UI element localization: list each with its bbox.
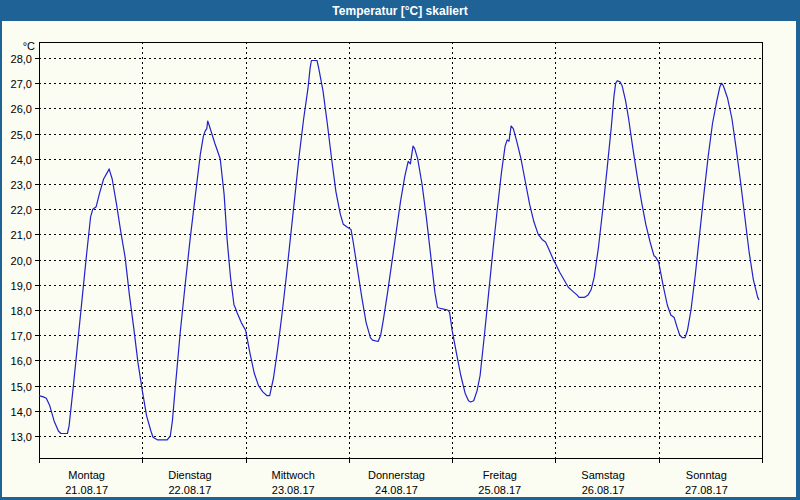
y-tick-label: 24,0	[11, 154, 32, 166]
day-name-label: Mittwoch	[272, 469, 315, 481]
window-border-right	[796, 0, 800, 500]
day-date-label: 25.08.17	[478, 484, 521, 496]
y-tick-label: 16,0	[11, 355, 32, 367]
window-title: Temperatur [°C] skaliert	[332, 4, 467, 18]
y-tick-label: 27,0	[11, 78, 32, 90]
day-date-label: 22.08.17	[169, 484, 212, 496]
y-tick-label: 18,0	[11, 305, 32, 317]
y-tick-label: 23,0	[11, 179, 32, 191]
y-tick-label: 22,0	[11, 204, 32, 216]
day-date-label: 24.08.17	[375, 484, 418, 496]
y-tick-label: 14,0	[11, 406, 32, 418]
day-name-label: Donnerstag	[368, 469, 425, 481]
y-tick-label: 20,0	[11, 255, 32, 267]
y-tick-label: 21,0	[11, 229, 32, 241]
day-name-label: Montag	[68, 469, 105, 481]
day-date-label: 21.08.17	[65, 484, 108, 496]
y-tick-label: 17,0	[11, 330, 32, 342]
day-date-label: 27.08.17	[685, 484, 728, 496]
temperature-line	[39, 61, 759, 440]
temperature-chart: 28,0 27,0 26,0 25,0 24,0 23,0 22,0 21,0 20,0 19,0…	[0, 0, 800, 500]
window-border-left	[0, 0, 2, 500]
day-date-label: 26.08.17	[582, 484, 625, 496]
day-name-label: Sonntag	[686, 469, 727, 481]
app-window: Temperatur [°C] skaliert 28,0 27,0 26,0 25,…	[0, 0, 800, 500]
y-tick-label: 13,0	[11, 431, 32, 443]
y-tick-label: 19,0	[11, 280, 32, 292]
plot-border	[40, 43, 763, 459]
day-name-label: Freitag	[483, 469, 517, 481]
day-date-label: 23.08.17	[272, 484, 315, 496]
day-name-label: Dienstag	[168, 469, 211, 481]
window-titlebar[interactable]: Temperatur [°C] skaliert	[0, 0, 800, 21]
y-tick-label: 26,0	[11, 103, 32, 115]
y-tick-label: 25,0	[11, 129, 32, 141]
y-tick-label: 28,0	[11, 53, 32, 65]
day-name-label: Samstag	[581, 469, 624, 481]
y-axis-unit-label: °C	[23, 40, 35, 52]
y-tick-label: 15,0	[11, 381, 32, 393]
